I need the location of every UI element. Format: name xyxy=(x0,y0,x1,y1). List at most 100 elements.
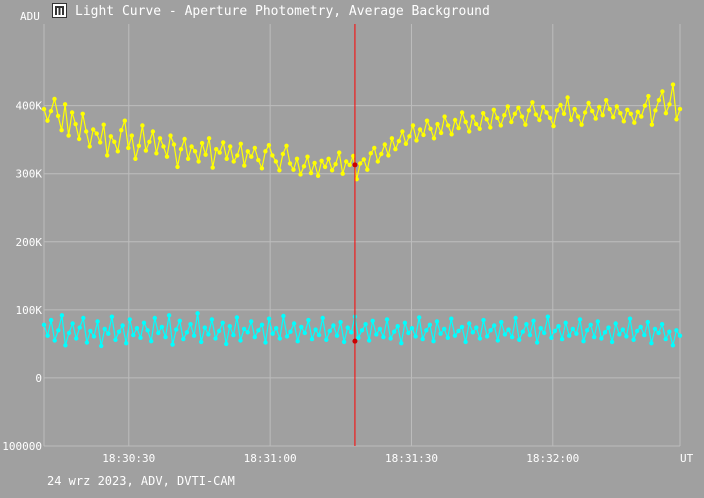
series-1-point xyxy=(614,104,619,109)
series-2-point xyxy=(145,328,150,333)
series-2-point xyxy=(492,323,497,328)
series-1-point xyxy=(582,110,588,115)
series-1-point xyxy=(228,144,233,149)
series-1-point xyxy=(467,129,472,134)
series-2-point xyxy=(138,335,143,340)
series-2-point xyxy=(420,336,425,342)
series-2-point xyxy=(645,319,650,325)
series-1-point xyxy=(189,144,194,149)
series-1-point xyxy=(568,117,574,123)
series-2-point xyxy=(617,332,622,337)
series-1-point xyxy=(105,153,110,158)
series-1-point xyxy=(586,100,591,106)
series-2-point xyxy=(609,339,615,345)
series-1-point xyxy=(112,139,117,144)
series-2-point xyxy=(595,319,600,324)
series-1-point xyxy=(368,151,373,156)
series-1-point xyxy=(252,145,257,151)
series-2-point xyxy=(499,319,504,325)
series-1-point xyxy=(55,113,61,119)
series-2-point xyxy=(506,327,511,332)
x-tick-label: 18:31:00 xyxy=(244,452,297,465)
series-2-point xyxy=(392,329,397,334)
series-2-point xyxy=(670,343,676,348)
series-1-point xyxy=(206,136,212,141)
series-1-point xyxy=(333,162,338,167)
series-1-point xyxy=(544,110,549,115)
series-2-point xyxy=(409,326,415,331)
series-2-point xyxy=(288,329,293,334)
series-2-point xyxy=(266,316,272,321)
series-2-point xyxy=(599,336,604,341)
series-2-point xyxy=(481,317,486,323)
series-1-point xyxy=(108,134,114,139)
series-1-point xyxy=(477,126,482,131)
series-2-point xyxy=(552,328,558,334)
series-1-point xyxy=(322,164,328,170)
series-1-point xyxy=(642,103,648,108)
app-icon[interactable] xyxy=(52,3,67,18)
series-1-point xyxy=(294,156,300,161)
series-2-point xyxy=(366,338,372,343)
footer-info: 24 wrz 2023, ADV, DVTI-CAM xyxy=(47,474,235,488)
series-2-point xyxy=(163,334,168,340)
series-2-point xyxy=(134,326,140,331)
series-1-point xyxy=(221,140,226,145)
series-2-point xyxy=(149,339,154,344)
x-tick-label: 18:31:30 xyxy=(385,452,438,465)
series-2-point xyxy=(356,335,361,340)
series-2-point xyxy=(88,328,93,334)
series-2-point xyxy=(581,339,586,344)
series-1-point xyxy=(133,156,138,161)
series-1-point xyxy=(558,102,563,108)
series-1-point xyxy=(256,157,261,163)
series-2-point xyxy=(316,332,322,338)
series-2-point xyxy=(84,340,90,345)
series-1-point xyxy=(533,112,539,117)
series-2-point xyxy=(234,315,240,320)
series-2-point xyxy=(345,325,350,330)
time-cursor[interactable] xyxy=(352,24,358,446)
series-1-point xyxy=(572,106,577,112)
light-curve-chart[interactable]: 400K 300K 200K 100K 0 100000 18:30:30 18:31:00… xyxy=(0,0,704,470)
series-1-point xyxy=(628,111,633,117)
series-1-point xyxy=(389,136,395,141)
series-2-point xyxy=(41,322,47,327)
series-1-point xyxy=(277,168,282,173)
series-2-point xyxy=(509,334,515,340)
series-1-point xyxy=(161,144,166,149)
y-tick-label: 200K xyxy=(16,236,43,249)
series-2-point xyxy=(224,341,229,347)
series-2-point xyxy=(238,338,243,343)
series-2-point xyxy=(399,341,404,346)
series-1-point xyxy=(101,122,106,127)
series-1-point xyxy=(509,119,514,125)
series-1-point xyxy=(76,136,82,142)
series-2-point xyxy=(195,311,200,316)
series-1-point xyxy=(470,114,475,119)
series-1-point xyxy=(618,111,623,116)
series-2-point xyxy=(649,341,654,346)
series-1-point xyxy=(347,162,352,168)
series-1-point xyxy=(607,106,612,112)
series-2-point xyxy=(313,327,318,332)
series-1-point xyxy=(41,106,47,112)
series-1-point xyxy=(301,164,307,169)
series-1-point xyxy=(59,128,64,133)
series-1-point xyxy=(663,111,669,116)
series-1-point xyxy=(210,165,215,170)
series-2-point xyxy=(295,339,300,344)
series-2-point xyxy=(241,326,247,332)
series-2-point xyxy=(302,330,307,336)
series-1-point xyxy=(245,149,250,154)
series-2-point xyxy=(181,336,186,342)
series-2-point xyxy=(206,332,211,337)
series-2-point xyxy=(634,328,640,334)
series-1-point xyxy=(445,123,451,128)
series-1-point xyxy=(273,159,279,164)
series-2-point xyxy=(127,317,132,322)
series-1-point xyxy=(119,128,124,133)
series-2-point xyxy=(584,328,590,333)
series-1-point xyxy=(157,136,163,141)
series-1-point xyxy=(266,143,272,148)
